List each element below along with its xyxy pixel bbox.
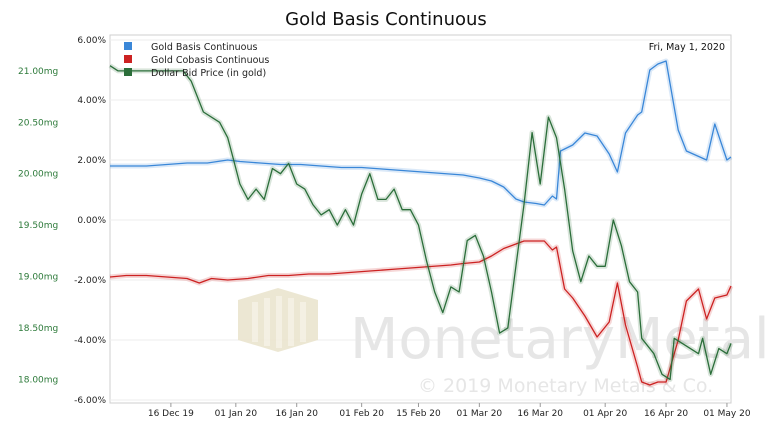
x-tick-label: 15 Feb 20 [396,409,441,419]
y-left-tick-label: -6.00% [74,396,106,406]
y-left-tick-label: -4.00% [74,336,106,346]
watermark-brand: MonetaryMetals [350,307,765,372]
y-right-tick-label: 19.00mg [18,273,58,283]
x-tick-label: 16 Dec 19 [148,409,194,419]
plot-area [109,34,732,404]
y-left-tick-label: 2.00% [77,156,106,166]
left-axis: 6.00% 4.00% 2.00% 0.00% -2.00% -4.00% -6.00% [74,36,106,406]
grid [110,39,731,401]
y-right-tick-label: 18.00mg [18,375,58,385]
x-tick-label: 01 May 20 [703,409,751,419]
y-left-tick-label: 4.00% [77,96,106,106]
y-left-tick-label: 0.00% [77,216,106,226]
legend-swatch-cobasis [124,55,132,63]
series-line-1 [109,240,732,386]
x-tick-label: 01 Apr 20 [583,409,627,419]
date-label: Fri, May 1, 2020 [649,42,725,53]
x-tick-label: 01 Mar 20 [457,409,503,419]
x-axis: 16 Dec 19 01 Jan 20 16 Jan 20 01 Feb 20 15 F… [148,403,751,419]
legend-swatch-basis [124,42,132,50]
watermark-copyright: © 2019 Monetary Metals & Co. [418,375,713,397]
legend-swatch-dollar [124,68,132,76]
x-tick-label: 01 Jan 20 [215,409,258,419]
series-layer [108,58,734,388]
x-tick-label: 01 Feb 20 [339,409,384,419]
series-line-0 [110,60,732,206]
x-tick-label: 16 Mar 20 [517,409,563,419]
chart-title: Gold Basis Continuous [285,9,487,30]
y-left-tick-label: 6.00% [77,36,106,46]
legend-label-dollar: Dollar Bid Price (in gold) [151,68,266,79]
y-left-tick-label: -2.00% [74,276,106,286]
y-right-tick-label: 18.50mg [18,324,58,334]
y-right-tick-label: 21.00mg [18,67,58,77]
series-line-2 [109,65,732,381]
y-right-tick-label: 20.50mg [18,118,58,128]
y-right-tick-label: 19.50mg [18,221,58,231]
legend: Gold Basis Continuous Gold Cobasis Conti… [124,42,269,79]
right-axis: 21.00mg 20.50mg 20.00mg 19.50mg 19.00mg 18.50… [18,67,58,386]
monetary-metals-logo [238,288,318,352]
x-tick-label: 16 Jan 20 [275,409,318,419]
y-right-tick-label: 20.00mg [18,170,58,180]
legend-label-basis: Gold Basis Continuous [151,42,257,53]
legend-label-cobasis: Gold Cobasis Continuous [151,55,269,66]
watermark: MonetaryMetals © 2019 Monetary Metals & … [238,288,765,397]
x-tick-label: 16 Apr 20 [644,409,688,419]
